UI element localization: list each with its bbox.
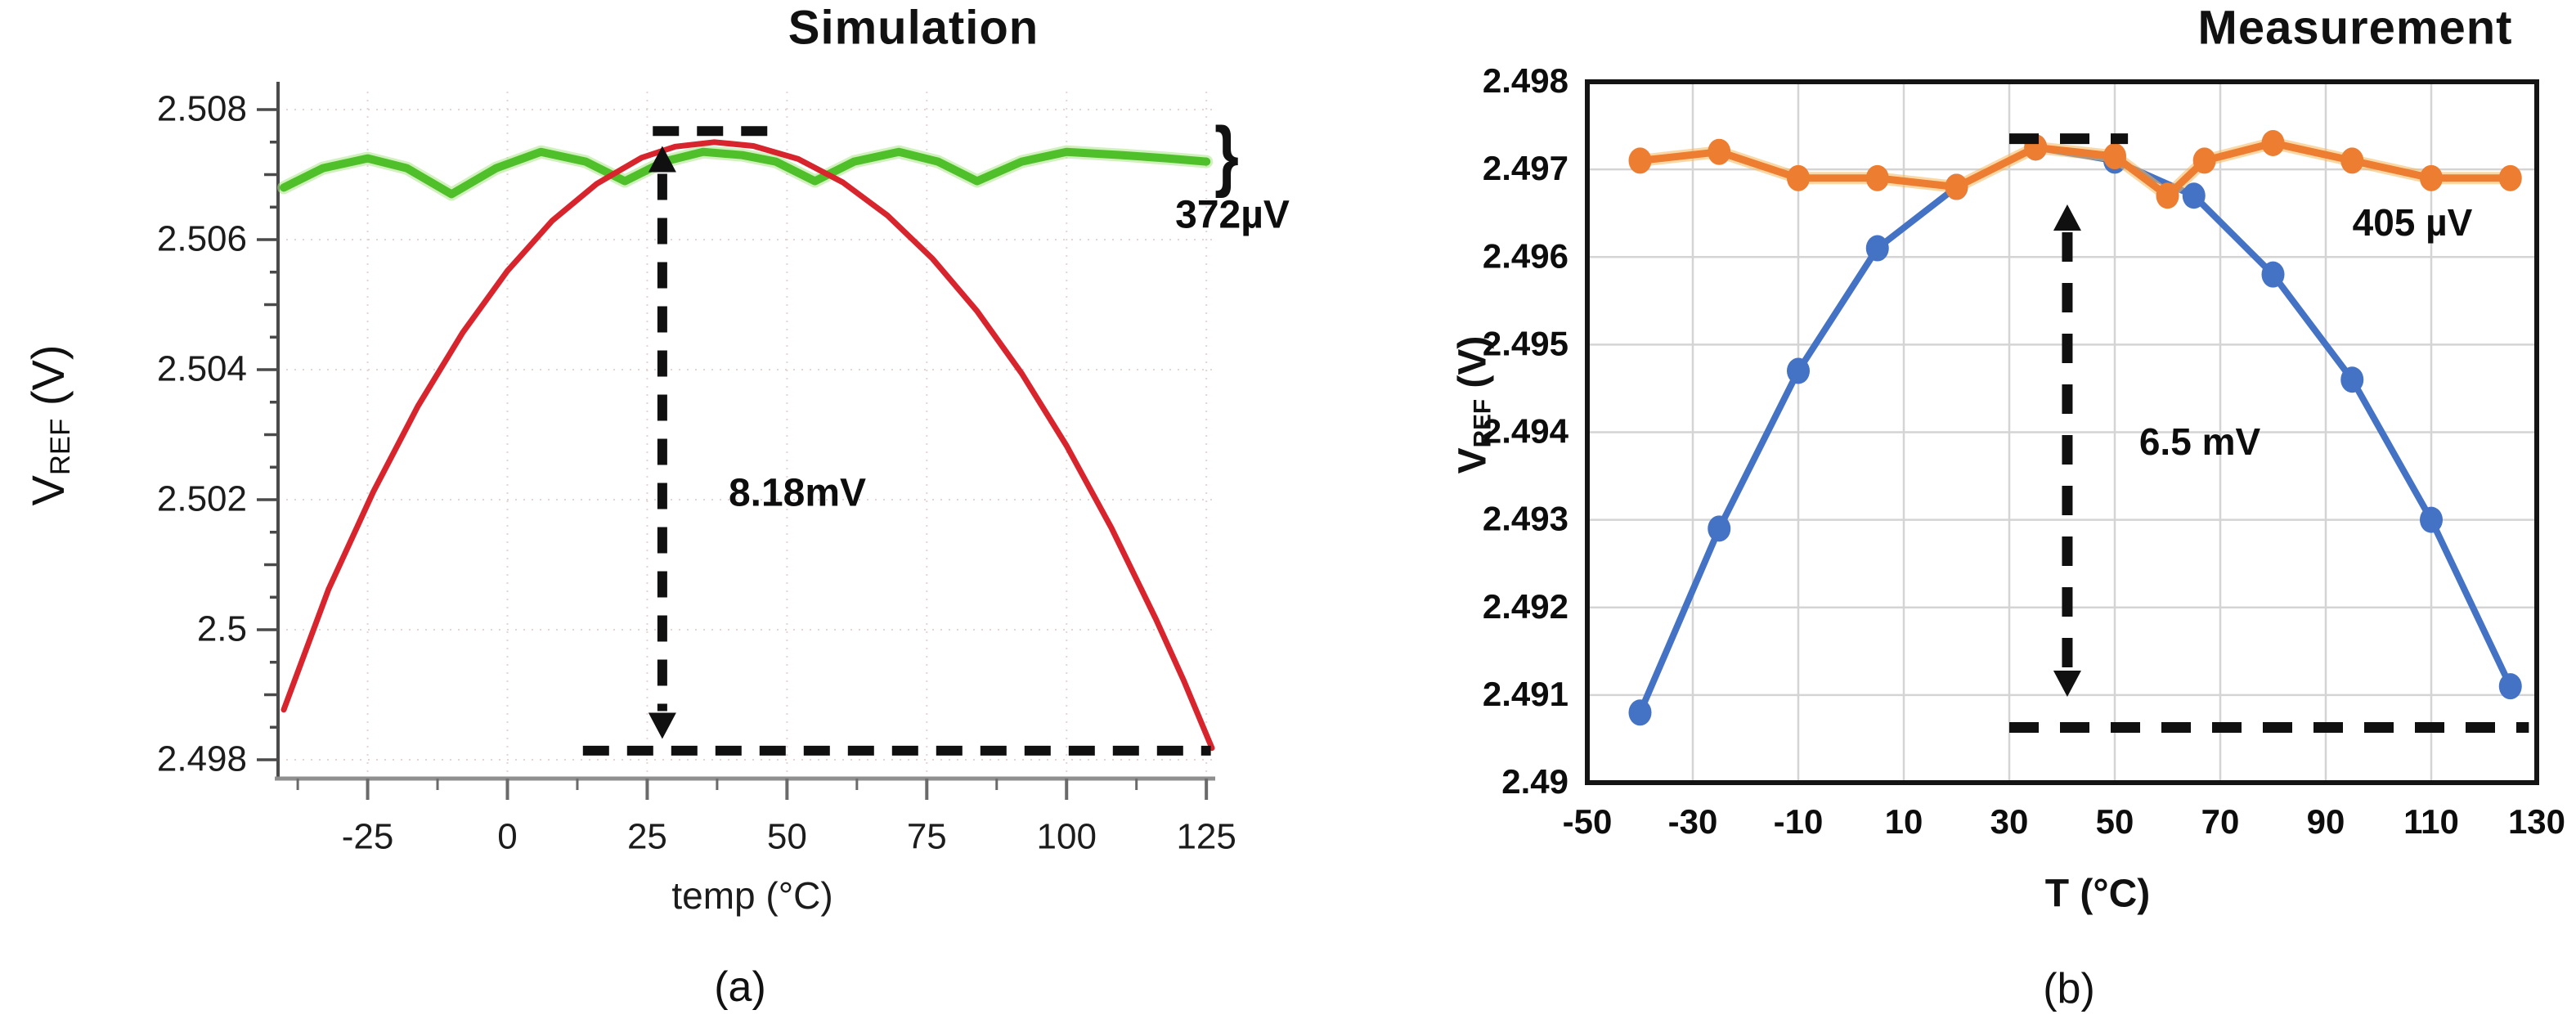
series-uncompensated-red-line bbox=[280, 139, 1215, 752]
y-tick-label: 2.506 bbox=[157, 219, 247, 259]
delta-arrowhead-down bbox=[648, 712, 676, 739]
y-tick-label: 2.498 bbox=[157, 739, 247, 779]
y-tick-label: 2.496 bbox=[1483, 236, 1568, 275]
panel-a-plot: -25 0 25 50 75 100 125 2.498 2.5 2.502 2.504 2.506 2… bbox=[157, 82, 1236, 857]
x-tick-label: -30 bbox=[1668, 802, 1718, 841]
panel-a-ripple-brace: } bbox=[1214, 111, 1239, 199]
delta-arrowhead-up bbox=[648, 146, 676, 173]
x-tick-label: 75 bbox=[907, 817, 947, 857]
panel-a-ylabel-sub: REF bbox=[45, 418, 77, 476]
x-tick-label: 130 bbox=[2508, 802, 2565, 841]
x-tick-label: 90 bbox=[2307, 802, 2345, 841]
panel-b-caption: (b) bbox=[2043, 965, 2095, 1012]
panel-b-ylabel-sub: REF bbox=[1469, 398, 1497, 448]
x-tick-label: 70 bbox=[2201, 802, 2240, 841]
panel-b-ylabel-main: V bbox=[1451, 447, 1495, 474]
series-measured-blue-marker bbox=[1865, 235, 1889, 262]
panel-a-ylabel: VREF (V) bbox=[21, 344, 77, 505]
series-compensated-orange-marker bbox=[2261, 129, 2285, 156]
y-tick-label: 2.495 bbox=[1483, 324, 1568, 362]
y-tick-label: 2.494 bbox=[1483, 412, 1569, 451]
panel-a-title: Simulation bbox=[788, 1, 1039, 55]
series-compensated-orange-marker bbox=[2156, 182, 2179, 209]
series-compensated-orange-marker bbox=[1865, 164, 1889, 191]
x-tick-label: 25 bbox=[627, 817, 667, 857]
panel-a-ripple-annotation: 372µV bbox=[1175, 193, 1290, 237]
series-compensated-orange-marker bbox=[1628, 147, 1652, 174]
y-tick-label: 2.493 bbox=[1483, 500, 1568, 538]
panel-b-delta-annotation: 6.5 mV bbox=[2138, 420, 2261, 463]
series-measured-blue-marker bbox=[2182, 182, 2206, 209]
y-tick-label: 2.49 bbox=[1501, 762, 1568, 801]
series-compensated-orange-marker bbox=[2420, 164, 2443, 191]
delta-arrowhead-down bbox=[2053, 671, 2081, 698]
series-measured-blue-marker bbox=[1708, 515, 1731, 542]
y-tick-label: 2.5 bbox=[197, 609, 247, 649]
panel-b-ylabel: VREF (V) bbox=[1450, 336, 1497, 474]
x-tick-label: 50 bbox=[2096, 802, 2134, 841]
x-tick-label: -50 bbox=[1563, 802, 1613, 841]
y-tick-label: 2.504 bbox=[157, 349, 247, 389]
panel-b-ripple-annotation: 405 µV bbox=[2352, 201, 2473, 244]
series-measured-blue-marker bbox=[1787, 357, 1810, 384]
series-measured-blue-marker bbox=[2340, 366, 2364, 393]
panel-a-xlabel: temp (°C) bbox=[671, 874, 833, 917]
series-compensated-orange-marker bbox=[2340, 147, 2364, 174]
y-tick-label: 2.508 bbox=[157, 89, 247, 129]
series-compensated-orange-marker bbox=[2192, 147, 2216, 174]
y-tick-label: 2.497 bbox=[1483, 149, 1568, 187]
panel-b-title: Measurement bbox=[2197, 1, 2513, 55]
panel-b-plot: -50 -30 -10 10 30 50 70 90 110 130 2.49 2.491 2.492 2… bbox=[1483, 61, 2565, 841]
x-tick-label: 50 bbox=[767, 817, 807, 857]
series-compensated-orange-marker bbox=[1708, 138, 1731, 165]
x-tick-label: 10 bbox=[1885, 802, 1923, 841]
panel-b-ylabel-rest: (V) bbox=[1451, 335, 1495, 399]
y-tick-label: 2.491 bbox=[1483, 675, 1568, 713]
y-tick-label: 2.498 bbox=[1483, 61, 1568, 100]
series-compensated-orange-marker bbox=[1787, 164, 1810, 191]
panel-a-caption: (a) bbox=[714, 963, 766, 1011]
panel-b-xlabel: T (°C) bbox=[2044, 872, 2151, 916]
series-compensated-orange-marker bbox=[2103, 143, 2126, 170]
y-tick-label: 2.492 bbox=[1483, 587, 1568, 626]
panel-a-delta-annotation: 8.18mV bbox=[728, 471, 867, 515]
panel-a-ylabel-rest: (V) bbox=[21, 344, 74, 419]
x-tick-label: 100 bbox=[1037, 817, 1097, 857]
series-measured-blue-marker bbox=[2498, 673, 2522, 700]
series-compensated-orange-marker bbox=[1945, 173, 1968, 200]
series-measured-blue-marker bbox=[1628, 699, 1652, 726]
series-compensated-green-line bbox=[280, 147, 1211, 199]
x-tick-label: 30 bbox=[1990, 802, 2029, 841]
x-tick-label: 125 bbox=[1176, 817, 1236, 857]
delta-arrowhead-up bbox=[2053, 204, 2081, 231]
y-tick-label: 2.502 bbox=[157, 479, 247, 519]
series-measured-blue-marker bbox=[2261, 261, 2285, 288]
series-compensated-orange-marker bbox=[2498, 164, 2522, 191]
panel-a-ylabel-main: V bbox=[21, 475, 74, 506]
x-tick-label: 0 bbox=[497, 817, 517, 857]
x-tick-label: 110 bbox=[2403, 802, 2459, 841]
plot-border bbox=[1585, 79, 2539, 785]
series-measured-blue-marker bbox=[2420, 506, 2443, 533]
x-tick-label: -10 bbox=[1774, 802, 1824, 841]
x-tick-label: -25 bbox=[342, 817, 394, 857]
